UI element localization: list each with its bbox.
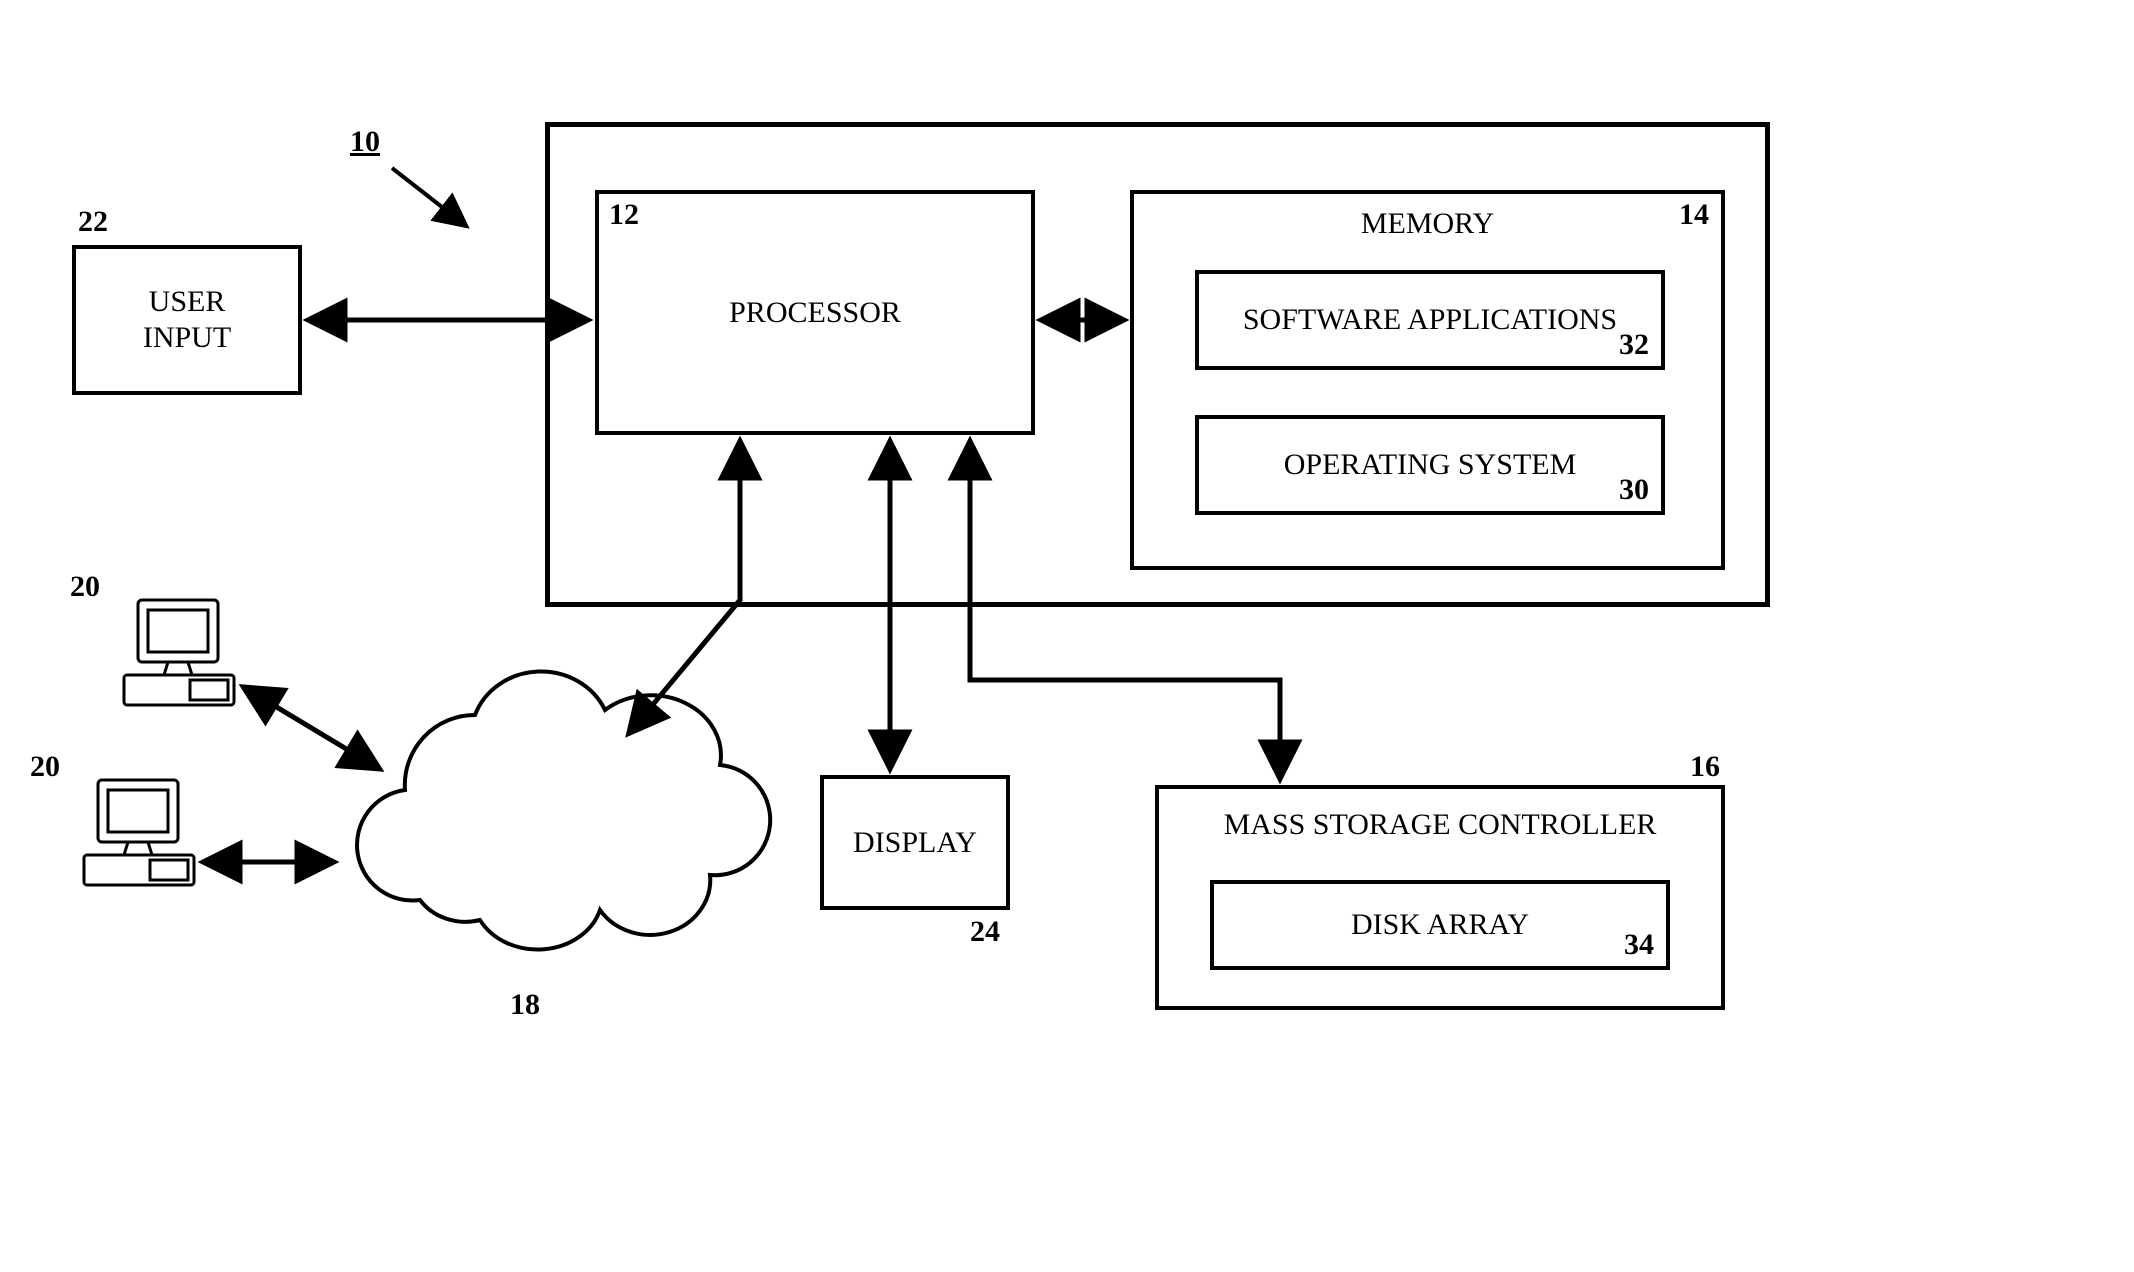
- msc-label: MASS STORAGE CONTROLLER: [1224, 808, 1657, 841]
- user-input-ref: 22: [78, 205, 108, 239]
- sw-apps-box: SOFTWARE APPLICATIONS 32: [1195, 270, 1665, 370]
- sw-apps-label: SOFTWARE APPLICATIONS: [1243, 302, 1617, 338]
- user-input-label: USER INPUT: [143, 284, 231, 356]
- memory-ref: 14: [1679, 198, 1709, 232]
- arrow-computer1-network: [245, 688, 378, 768]
- disk-array-box: DISK ARRAY 34: [1210, 880, 1670, 970]
- processor-ref: 12: [609, 198, 639, 232]
- computer1-icon: [124, 600, 234, 705]
- os-ref: 30: [1619, 473, 1649, 507]
- os-label: OPERATING SYSTEM: [1284, 447, 1577, 483]
- network-cloud: [357, 671, 770, 949]
- network-label: NETWORK: [470, 822, 620, 856]
- disk-array-ref: 34: [1624, 928, 1654, 962]
- disk-array-label: DISK ARRAY: [1351, 907, 1529, 943]
- system-ref: 10: [350, 125, 380, 159]
- system-ref-arrow: [392, 168, 465, 225]
- memory-label: MEMORY: [1361, 207, 1494, 240]
- network-ref: 18: [510, 988, 540, 1022]
- sw-apps-ref: 32: [1619, 328, 1649, 362]
- processor-box: PROCESSOR 12: [595, 190, 1035, 435]
- msc-ref: 16: [1690, 750, 1720, 784]
- computer2-icon: [84, 780, 194, 885]
- display-ref: 24: [970, 915, 1000, 949]
- computer1-ref: 20: [70, 570, 100, 604]
- processor-label: PROCESSOR: [729, 295, 901, 331]
- computer2-ref: 20: [30, 750, 60, 784]
- display-box: DISPLAY: [820, 775, 1010, 910]
- display-label: DISPLAY: [853, 825, 977, 861]
- os-box: OPERATING SYSTEM 30: [1195, 415, 1665, 515]
- user-input-box: USER INPUT: [72, 245, 302, 395]
